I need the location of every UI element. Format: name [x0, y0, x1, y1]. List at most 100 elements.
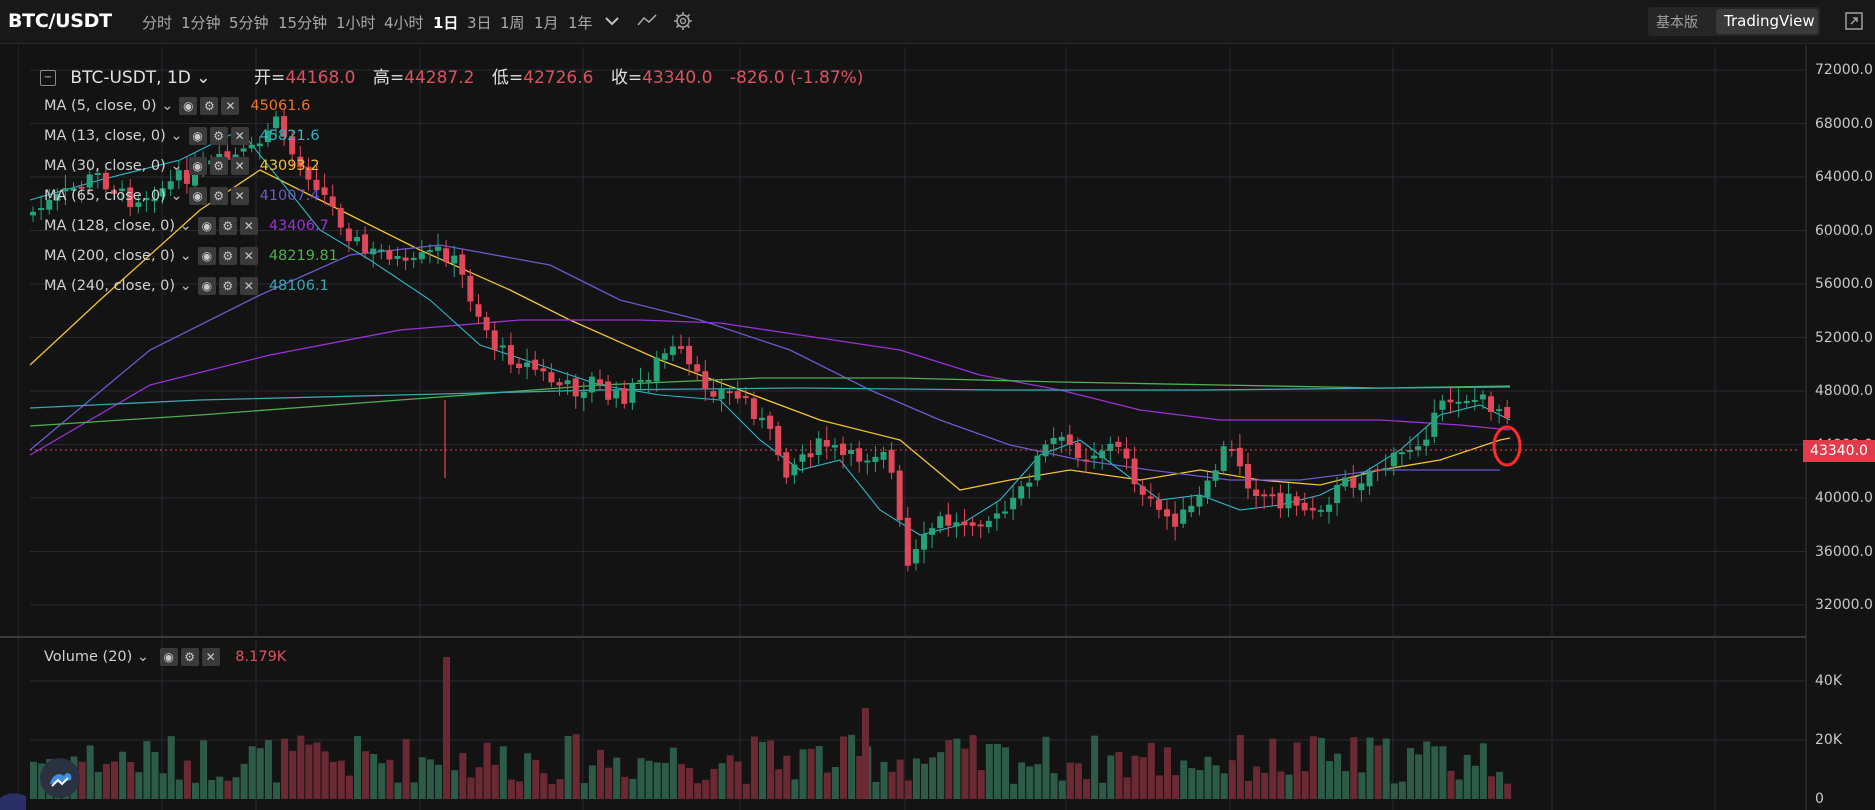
gear-icon[interactable]: ⚙ — [218, 217, 237, 235]
fullscreen-icon[interactable] — [1843, 10, 1865, 32]
chevron-down-icon[interactable]: ⌄ — [165, 188, 183, 204]
indicator-label[interactable]: MA (200, close, 0) — [44, 248, 176, 264]
interval-1w[interactable]: 1周 — [500, 14, 525, 32]
eye-icon[interactable]: ◉ — [197, 247, 216, 265]
candle-body — [921, 534, 927, 550]
interval-tick[interactable]: 分时 — [142, 14, 173, 32]
chevron-down-icon[interactable]: ⌄ — [175, 218, 192, 234]
indicator-label[interactable]: MA (240, close, 0) — [44, 278, 176, 294]
gear-icon[interactable]: ⚙ — [209, 157, 228, 175]
indicator-label[interactable]: MA (13, close, 0) — [44, 128, 166, 144]
candle-body — [1423, 439, 1430, 446]
volume-bar — [1139, 757, 1147, 799]
indicator-row[interactable]: MA (240, close, 0) ⌄ ◉ ⚙ ✕ 48106.1 — [44, 277, 329, 295]
chevron-down-icon[interactable]: ⌄ — [165, 128, 183, 144]
volume-label[interactable]: Volume (20) — [44, 649, 133, 665]
gear-icon[interactable]: ⚙ — [218, 277, 237, 295]
indicator-label[interactable]: MA (65, close, 0) — [44, 188, 166, 204]
volume-bar — [507, 779, 515, 799]
interval-3d[interactable]: 3日 — [467, 14, 492, 32]
interval-1m[interactable]: 1分钟 — [181, 14, 221, 32]
candle-body — [1172, 513, 1179, 527]
indicator-row[interactable]: MA (65, close, 0) ⌄ ◉ ⚙ ✕ 41007.4 — [44, 187, 320, 205]
close-icon[interactable]: ✕ — [221, 97, 240, 115]
volume-bar — [370, 754, 378, 799]
candle-body — [127, 187, 134, 208]
volume-bar — [1002, 747, 1009, 799]
candle-body — [1188, 505, 1195, 513]
eye-icon[interactable]: ◉ — [188, 127, 207, 145]
ticker-label[interactable]: BTC-USDT, 1D — [70, 68, 191, 88]
gear-icon[interactable]: ⚙ — [180, 648, 199, 666]
chevron-down-icon[interactable]: ⌄ — [156, 98, 174, 114]
eye-icon[interactable]: ◉ — [188, 187, 207, 205]
interval-5m[interactable]: 5分钟 — [229, 14, 269, 32]
gear-icon[interactable]: ⚙ — [209, 127, 228, 145]
chevron-down-icon[interactable]: ⌄ — [175, 248, 192, 264]
candle-body — [1317, 509, 1324, 512]
gear-icon[interactable]: ⚙ — [218, 247, 237, 265]
gear-icon[interactable]: ⚙ — [200, 97, 219, 115]
collapse-icon[interactable]: − — [40, 68, 59, 88]
interval-1d[interactable]: 1日 — [433, 14, 459, 32]
close-icon[interactable]: ✕ — [230, 127, 249, 145]
interval-1h[interactable]: 1小时 — [336, 14, 376, 32]
candle-body — [1488, 396, 1494, 412]
volume-bar — [183, 760, 191, 799]
volume-bar — [1269, 738, 1277, 799]
close-icon[interactable]: ✕ — [201, 648, 220, 666]
volume-bar — [499, 746, 507, 799]
indicator-row[interactable]: MA (30, close, 0) ⌄ ◉ ⚙ ✕ 43093.2 — [44, 157, 320, 175]
volume-bar — [1334, 753, 1342, 799]
volume-bar — [1309, 736, 1317, 799]
volume-bar — [345, 775, 353, 799]
eye-icon[interactable]: ◉ — [188, 157, 207, 175]
volume-bar — [102, 763, 110, 799]
indicator-row[interactable]: MA (13, close, 0) ⌄ ◉ ⚙ ✕ 45821.6 — [44, 127, 320, 145]
volume-bar — [896, 759, 904, 799]
chevron-down-icon[interactable] — [601, 10, 623, 32]
volume-bar — [1423, 741, 1431, 799]
volume-bar — [1099, 782, 1107, 799]
candle-body — [1026, 482, 1033, 487]
chevron-down-icon[interactable]: ⌄ — [190, 68, 211, 88]
close-icon[interactable]: ✕ — [230, 157, 249, 175]
eye-icon[interactable]: ◉ — [197, 277, 216, 295]
volume-bar — [1066, 762, 1074, 799]
volume-bar — [1463, 754, 1471, 799]
symbol-title[interactable]: BTC/USDT — [8, 10, 112, 32]
indicator-value: 45061.6 — [250, 98, 311, 114]
close-icon[interactable]: ✕ — [239, 247, 258, 265]
chevron-down-icon[interactable]: ⌄ — [165, 158, 183, 174]
indicator-label[interactable]: MA (128, close, 0) — [44, 218, 176, 234]
eye-icon[interactable]: ◉ — [179, 97, 198, 115]
mode-tradingview-button[interactable]: TradingView — [1724, 12, 1815, 30]
candle-body — [394, 256, 401, 259]
indicator-label[interactable]: MA (5, close, 0) — [44, 98, 157, 114]
chevron-down-icon[interactable]: ⌄ — [132, 649, 150, 665]
volume-bar — [224, 780, 232, 799]
interval-15m[interactable]: 15分钟 — [278, 14, 328, 32]
chevron-down-icon[interactable]: ⌄ — [175, 278, 192, 294]
gear-icon[interactable] — [672, 10, 694, 32]
volume-bar — [540, 773, 548, 799]
eye-icon[interactable]: ◉ — [159, 648, 178, 666]
indicator-row[interactable]: MA (5, close, 0) ⌄ ◉ ⚙ ✕ 45061.6 — [44, 97, 310, 115]
indicator-row[interactable]: MA (200, close, 0) ⌄ ◉ ⚙ ✕ 48219.81 — [44, 247, 338, 265]
close-icon[interactable]: ✕ — [239, 277, 258, 295]
interval-1mo[interactable]: 1月 — [534, 14, 559, 32]
volume-bar — [678, 764, 685, 799]
interval-4h[interactable]: 4小时 — [384, 14, 424, 32]
close-icon[interactable]: ✕ — [239, 217, 258, 235]
candle-body — [1277, 492, 1284, 509]
indicator-row[interactable]: MA (128, close, 0) ⌄ ◉ ⚙ ✕ 43406.7 — [44, 217, 329, 235]
mode-basic-button[interactable]: 基本版 — [1656, 15, 1698, 31]
chart-type-icon[interactable] — [636, 10, 658, 32]
indicator-label[interactable]: MA (30, close, 0) — [44, 158, 166, 174]
eye-icon[interactable]: ◉ — [197, 217, 216, 235]
gear-icon[interactable]: ⚙ — [209, 187, 228, 205]
drawing-toolbar — [0, 45, 19, 810]
close-icon[interactable]: ✕ — [230, 187, 249, 205]
interval-1y[interactable]: 1年 — [568, 14, 593, 32]
